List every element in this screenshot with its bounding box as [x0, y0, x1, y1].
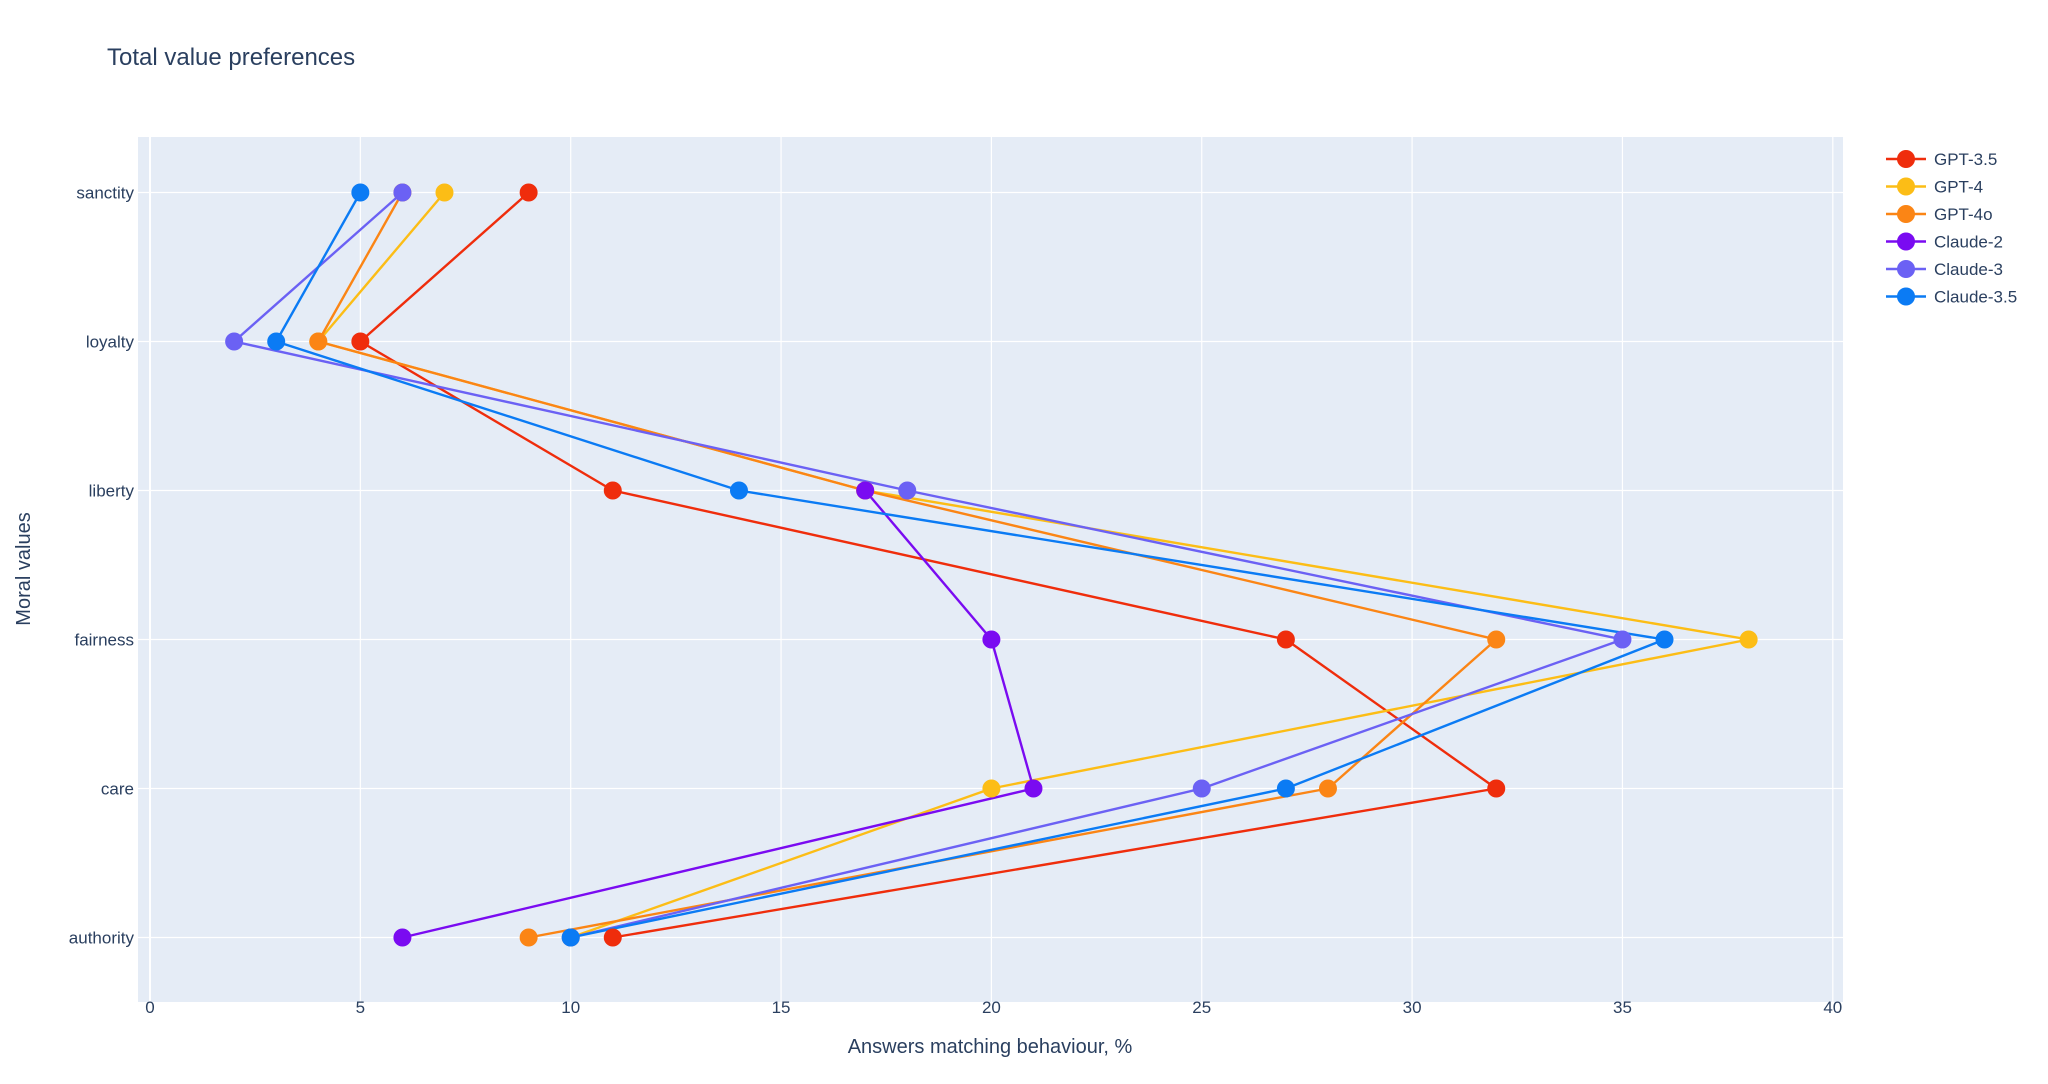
x-tick-label: 25	[1192, 998, 1211, 1017]
legend-marker	[1897, 177, 1915, 196]
legend-item-gpt-4[interactable]: GPT-4	[1886, 177, 1983, 197]
data-point-claude-3[interactable]	[393, 183, 412, 202]
data-point-gpt-3-5[interactable]	[519, 183, 538, 202]
data-point-gpt-4o[interactable]	[519, 928, 538, 947]
data-point-claude-3[interactable]	[225, 332, 244, 351]
x-tick-label: 5	[356, 998, 365, 1017]
legend-label: Claude-3	[1934, 260, 2003, 279]
data-point-claude-3-5[interactable]	[561, 928, 580, 947]
legend-label: GPT-4o	[1934, 205, 1993, 224]
legend-item-gpt-3-5[interactable]: GPT-3.5	[1886, 150, 1997, 169]
x-tick-label: 20	[982, 998, 1001, 1017]
x-tick-label: 40	[1823, 998, 1842, 1017]
data-point-claude-3-5[interactable]	[267, 332, 286, 351]
legend-marker	[1897, 260, 1915, 278]
y-axis-ticks: sanctity loyalty liberty fairness care author…	[69, 184, 135, 948]
y-tick-label: fairness	[74, 631, 134, 650]
legend-label: GPT-3.5	[1934, 150, 1997, 169]
legend-marker	[1897, 232, 1915, 251]
y-tick-label: care	[101, 780, 134, 799]
x-tick-label: 35	[1613, 998, 1632, 1017]
data-point-gpt-3-5[interactable]	[1487, 779, 1506, 798]
data-point-claude-3-5[interactable]	[1276, 779, 1295, 798]
legend[interactable]: GPT-3.5 GPT-4 GPT-4o Claude-2 Claude-3 Claude…	[1886, 150, 2017, 307]
data-point-gpt-3-5[interactable]	[1276, 630, 1295, 649]
data-point-gpt-4[interactable]	[1739, 630, 1758, 649]
data-point-gpt-4o[interactable]	[1318, 779, 1337, 798]
series-line-gpt-4	[317, 191, 1750, 939]
data-point-claude-3[interactable]	[1613, 630, 1632, 649]
series-lines	[232, 191, 1750, 939]
y-tick-label: authority	[69, 929, 135, 948]
x-tick-label: 30	[1403, 998, 1422, 1017]
legend-label: Claude-3.5	[1934, 288, 2017, 307]
data-point-claude-3[interactable]	[1192, 779, 1211, 798]
data-point-gpt-3-5[interactable]	[603, 481, 622, 500]
data-point-gpt-4[interactable]	[982, 779, 1001, 798]
series-line-claude-3-5	[275, 191, 1666, 939]
data-point-claude-2[interactable]	[982, 630, 1001, 649]
data-point-claude-3-5[interactable]	[1655, 630, 1674, 649]
data-point-gpt-4o[interactable]	[309, 332, 328, 351]
chart-title: Total value preferences	[107, 44, 355, 71]
data-point-gpt-4o[interactable]	[1487, 630, 1506, 649]
data-point-claude-3[interactable]	[898, 481, 917, 500]
legend-label: Claude-2	[1934, 233, 2003, 252]
legend-marker	[1897, 205, 1915, 223]
legend-label: GPT-4	[1934, 178, 1983, 197]
x-tick-label: 0	[145, 998, 154, 1017]
series-line-claude-3	[232, 191, 1624, 939]
data-point-claude-2[interactable]	[1024, 779, 1043, 798]
y-axis-title: Moral values	[13, 512, 35, 625]
y-tick-label: liberty	[89, 482, 135, 501]
x-axis-title: Answers matching behaviour, %	[848, 1036, 1133, 1058]
data-point-gpt-4[interactable]	[435, 183, 454, 202]
series-line-gpt-4o	[317, 191, 1498, 939]
x-axis-ticks: 0 5 10 15 20 25 30 35 40	[145, 998, 1842, 1017]
y-tick-label: sanctity	[76, 184, 134, 203]
legend-item-claude-3[interactable]: Claude-3	[1886, 260, 2003, 279]
series-line-gpt-3-5	[359, 191, 1498, 939]
legend-marker	[1897, 287, 1915, 306]
data-point-claude-2[interactable]	[856, 481, 875, 500]
data-point-claude-3-5[interactable]	[351, 183, 370, 202]
x-tick-label: 15	[772, 998, 791, 1017]
legend-item-claude-3-5[interactable]: Claude-3.5	[1886, 287, 2017, 307]
x-tick-label: 10	[561, 998, 580, 1017]
legend-item-gpt-4o[interactable]: GPT-4o	[1886, 205, 1993, 224]
data-point-claude-2[interactable]	[393, 928, 412, 947]
series-line-claude-2	[402, 489, 1035, 939]
legend-marker	[1897, 150, 1915, 168]
series-markers	[225, 183, 1758, 947]
y-tick-label: loyalty	[86, 333, 135, 352]
legend-item-claude-2[interactable]: Claude-2	[1886, 232, 2003, 252]
data-point-claude-3-5[interactable]	[729, 481, 748, 500]
data-point-gpt-3-5[interactable]	[351, 332, 370, 351]
plot-area	[138, 137, 1843, 1002]
data-point-gpt-3-5[interactable]	[603, 928, 622, 947]
